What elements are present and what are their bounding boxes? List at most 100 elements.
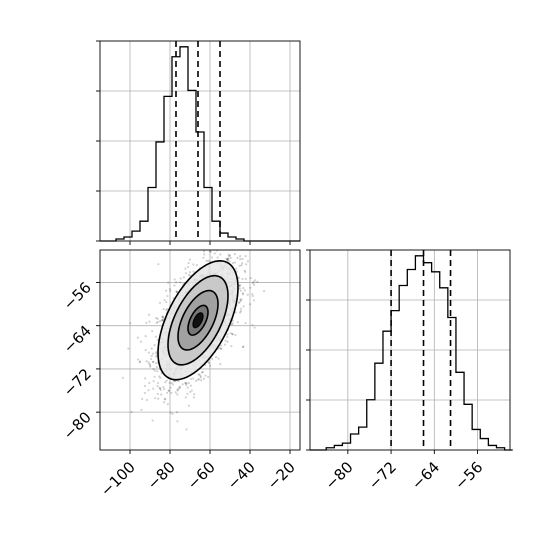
scatter-point: [243, 289, 247, 292]
scatter-point: [198, 378, 201, 381]
scatter-point: [237, 301, 240, 304]
scatter-point: [144, 377, 147, 380]
scatter-point: [262, 290, 266, 293]
scatter-point: [249, 286, 252, 289]
scatter-point: [153, 344, 156, 347]
scatter-point: [190, 389, 193, 392]
scatter-point: [145, 321, 148, 324]
scatter-point: [154, 397, 157, 400]
scatter-point: [197, 373, 200, 376]
scatter-point: [173, 380, 176, 383]
scatter-point: [251, 294, 254, 298]
scatter-point: [188, 273, 191, 276]
scatter-point: [184, 382, 187, 385]
scatter-point: [199, 374, 202, 377]
histogram-steps: [310, 255, 513, 451]
scatter-point: [129, 322, 132, 325]
scatter-point: [171, 412, 174, 415]
scatter-point: [202, 377, 206, 380]
scatter-point: [188, 258, 191, 261]
scatter-point: [195, 264, 198, 267]
scatter-point: [151, 360, 155, 363]
scatter-point: [185, 383, 188, 386]
scatter-point: [207, 375, 210, 379]
scatter-point: [165, 289, 168, 292]
scatter-point: [145, 398, 149, 402]
scatter-point: [229, 256, 232, 260]
scatter-point: [136, 336, 139, 339]
scatter-point: [166, 391, 169, 394]
scatter-point: [162, 401, 166, 404]
scatter-point: [202, 256, 205, 259]
scatter-point: [165, 300, 168, 304]
scatter-point: [243, 269, 246, 272]
scatter-point: [242, 345, 245, 348]
scatter-point: [225, 257, 228, 260]
scatter-point: [227, 253, 230, 256]
scatter-point: [223, 343, 227, 346]
scatter-point: [177, 379, 180, 383]
scatter-point: [163, 387, 166, 391]
scatter-point: [219, 344, 223, 347]
scatter-point: [158, 301, 162, 304]
scatter-point: [241, 277, 244, 281]
scatter-point: [226, 258, 229, 261]
scatter-point: [244, 255, 247, 258]
scatter-point: [192, 377, 195, 380]
scatter-point: [192, 396, 196, 399]
scatter-point: [198, 373, 201, 376]
scatter-point: [226, 258, 229, 261]
scatter-point: [175, 411, 179, 414]
scatter-point: [241, 257, 244, 261]
scatter-point: [234, 333, 237, 337]
scatter-point: [254, 279, 257, 282]
scatter-point: [156, 320, 159, 324]
scatter-point: [166, 294, 169, 298]
scatter-point: [155, 350, 158, 354]
scatter-point: [171, 383, 174, 386]
scatter-point: [239, 258, 242, 261]
scatter-point: [201, 370, 204, 374]
scatter-point: [143, 391, 146, 395]
scatter-point: [149, 364, 152, 367]
scatter-point: [184, 267, 187, 270]
scatter-point: [170, 381, 173, 385]
scatter-point: [209, 250, 212, 253]
scatter-point: [147, 361, 150, 364]
scatter-point: [233, 253, 236, 256]
scatter-point: [130, 410, 133, 413]
scatter-point: [149, 365, 152, 368]
scatter-point: [231, 319, 234, 322]
scatter-point: [147, 389, 150, 392]
scatter-point: [193, 393, 196, 396]
scatter-point: [156, 385, 159, 388]
scatter-point: [175, 281, 178, 284]
scatter-point: [253, 283, 256, 286]
scatter-point: [152, 360, 155, 364]
scatter-point: [199, 376, 202, 379]
scatter-point: [158, 375, 161, 378]
scatter-point: [219, 363, 222, 366]
scatter-point: [228, 260, 231, 263]
scatter-point: [186, 392, 189, 395]
scatter-point: [161, 318, 164, 322]
scatter-point: [158, 320, 162, 323]
scatter-point: [239, 307, 243, 310]
scatter-point: [187, 381, 190, 385]
scatter-point: [151, 419, 154, 422]
scatter-point: [229, 332, 232, 335]
scatter-point: [244, 321, 247, 325]
scatter-point: [252, 299, 255, 302]
scatter-point: [163, 298, 166, 302]
scatter-point: [239, 289, 242, 292]
scatter-point: [143, 384, 147, 388]
scatter-point: [238, 301, 241, 304]
scatter-point: [162, 385, 165, 389]
scatter-point: [178, 385, 181, 388]
scatter-point: [156, 317, 159, 321]
scatter-point: [164, 381, 167, 384]
scatter-point: [147, 313, 151, 316]
contour-line: [187, 304, 209, 336]
